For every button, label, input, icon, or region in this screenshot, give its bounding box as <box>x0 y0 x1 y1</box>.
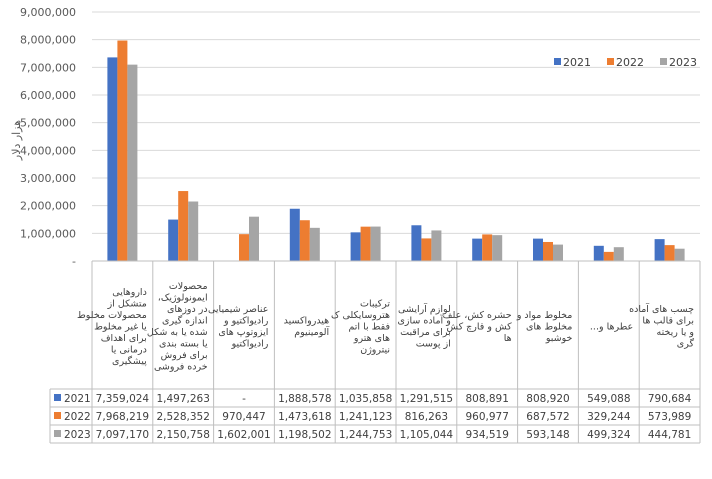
row-label-2022: 2022 <box>64 411 91 423</box>
y-tick-label: 8,000,000 <box>20 34 76 47</box>
data-label-2022-4: 1,473,618 <box>278 411 331 423</box>
category-label-3: عناصر شیمیایی رادیواکتیو و ایزوتوپ های رادی… <box>208 304 269 350</box>
bar-2023-6 <box>431 230 442 261</box>
y-axis-label: هزار دلار <box>10 120 23 161</box>
data-label-2023-3: 1,602,001 <box>217 429 270 441</box>
category-label-5: ترکیبات هتروسایکلی ک فقط با اتم های هترو نیت… <box>331 298 390 355</box>
row-label-2021: 2021 <box>64 393 91 405</box>
bar-2023-7 <box>492 235 503 261</box>
bar-2023-4 <box>309 227 320 261</box>
y-tick-label: 7,000,000 <box>20 61 76 74</box>
y-tick-label: 3,000,000 <box>20 172 76 185</box>
bar-2022-5 <box>360 226 371 261</box>
bar-2023-8 <box>553 244 563 261</box>
bar-2023-1 <box>127 64 138 262</box>
data-label-2021-3: - <box>242 393 246 405</box>
y-axis-ticks: - 1,000,000 2,000,000 3,000,000 4,000,000 5,0… <box>20 6 76 268</box>
data-label-2022-8: 687,572 <box>526 411 569 423</box>
bar-2022-7 <box>482 234 493 261</box>
y-tick-label: 2,000,000 <box>20 200 76 213</box>
bar-2023-5 <box>370 226 381 261</box>
bar-2021-2 <box>168 219 179 261</box>
y-tick-label: 4,000,000 <box>20 144 76 157</box>
legend: 2021 2022 2023 <box>554 56 697 69</box>
bar-2023-3 <box>249 216 259 261</box>
data-label-2022-7: 960,977 <box>465 411 508 423</box>
bar-2022-3 <box>239 234 249 261</box>
bar-2021-9 <box>593 245 604 261</box>
data-label-2023-4: 1,198,502 <box>278 429 331 441</box>
data-label-2023-2: 2,150,758 <box>156 429 209 441</box>
bar-2022-1 <box>117 40 128 261</box>
bar-2021-5 <box>350 232 361 261</box>
category-label-2: محصولات ایمونولوژیک، در دوزهای اندازه گیری ش… <box>147 281 208 373</box>
bar-2022-6 <box>421 238 432 261</box>
data-label-2023-5: 1,244,753 <box>339 429 392 441</box>
data-label-2021-1: 7,359,024 <box>96 393 150 405</box>
data-label-2021-2: 1,497,263 <box>156 393 209 405</box>
y-tick-label: - <box>72 255 76 268</box>
legend-label-2022: 2022 <box>616 56 644 69</box>
category-label-7: حشره کش، علف کش و قارچ کش ها <box>443 310 512 344</box>
data-label-2021-7: 808,891 <box>465 393 508 405</box>
row-label-2023: 2023 <box>64 429 91 441</box>
y-tick-label: 5,000,000 <box>20 117 76 130</box>
legend-swatch-2023 <box>660 58 667 65</box>
legend-label-2023: 2023 <box>669 56 697 69</box>
legend-swatch-2021 <box>554 58 561 65</box>
y-tick-label: 9,000,000 <box>20 6 76 19</box>
bar-2022-9 <box>603 251 614 261</box>
data-label-2021-8: 808,920 <box>526 393 569 405</box>
data-label-2023-6: 1,105,044 <box>400 429 454 441</box>
data-label-2023-8: 593,148 <box>526 429 569 441</box>
bar-2023-10 <box>674 248 685 261</box>
category-label-6: لوازم آرایشی و آماده سازی برای مراقبت از پو… <box>397 302 450 350</box>
bar-2021-8 <box>533 238 543 261</box>
bar-2021-10 <box>654 239 665 261</box>
bar-2023-9 <box>613 247 624 261</box>
data-label-2022-6: 816,263 <box>405 411 448 423</box>
data-table: داروهایی متشکل از محصولات مخلوط یا غیر مخلو… <box>49 260 701 444</box>
data-label-2023-9: 499,324 <box>587 429 631 441</box>
bar-2022-8 <box>543 241 553 261</box>
row-swatch-2022 <box>54 412 61 419</box>
category-label-8: مخلوط مواد و مخلوط های خوشبو <box>516 310 573 344</box>
row-swatch-2023 <box>54 430 61 437</box>
data-label-2023-10: 444,781 <box>648 429 691 441</box>
bar-2021-4 <box>289 208 300 261</box>
bar-2021-6 <box>411 225 422 261</box>
data-label-2021-10: 790,684 <box>648 393 692 405</box>
data-label-2023-1: 7,097,170 <box>96 429 149 441</box>
data-label-2022-5: 1,241,123 <box>339 411 392 423</box>
legend-swatch-2022 <box>607 58 614 65</box>
bar-2022-2 <box>178 191 189 261</box>
category-label-9: عطرها و... <box>590 321 633 332</box>
data-label-2021-5: 1,035,858 <box>339 393 392 405</box>
data-label-2022-9: 329,244 <box>587 411 631 423</box>
row-swatch-2021 <box>54 394 61 401</box>
bar-2021-7 <box>472 238 483 261</box>
data-label-2022-1: 7,968,219 <box>96 411 149 423</box>
data-label-2022-10: 573,989 <box>648 411 691 423</box>
y-tick-label: 1,000,000 <box>20 227 76 240</box>
category-label-1: داروهایی متشکل از محصولات مخلوط یا غیر مخلو… <box>77 287 147 367</box>
bar-2022-4 <box>299 220 310 261</box>
data-label-2023-7: 934,519 <box>465 429 508 441</box>
bar-2022-10 <box>664 245 675 261</box>
bar-2023-2 <box>188 201 199 261</box>
bars <box>107 40 685 262</box>
y-tick-label: 6,000,000 <box>20 89 76 102</box>
data-label-2022-2: 2,528,352 <box>156 411 209 423</box>
data-label-2022-3: 970,447 <box>222 411 265 423</box>
data-label-2021-4: 1,888,578 <box>278 393 331 405</box>
bar-2021-1 <box>107 57 118 262</box>
category-label-10: چسب های آماده برای قالب ها و یا ریخته گری <box>629 302 694 350</box>
category-label-4: هیدرواکسید آلومینیوم <box>284 316 330 339</box>
legend-label-2021: 2021 <box>563 56 591 69</box>
data-label-2021-9: 549,088 <box>587 393 630 405</box>
data-label-2021-6: 1,291,515 <box>400 393 453 405</box>
